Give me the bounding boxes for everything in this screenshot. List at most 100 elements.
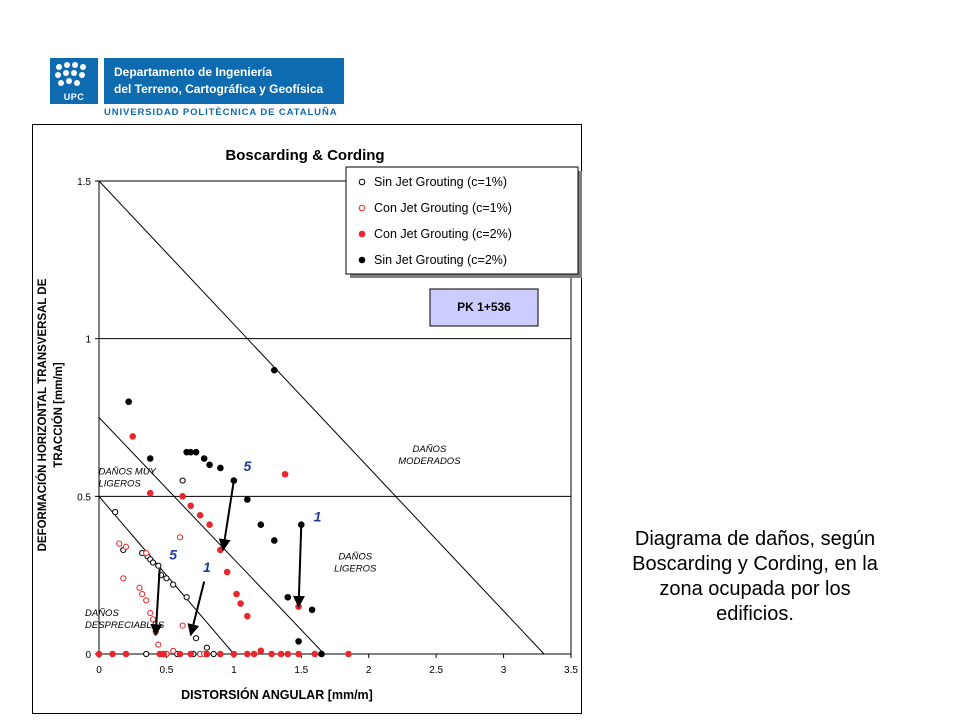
series-2-point-8 [233, 590, 240, 598]
series-2-point-24 [250, 650, 258, 658]
series-2-point-27 [277, 650, 285, 658]
gridlines [99, 338, 571, 497]
zone-label-1: DAÑOS MUY LIGEROS [98, 466, 156, 489]
series-1-point-0 [116, 540, 123, 547]
y-tick-label-2: 1 [85, 335, 91, 346]
zone-label-0: DAÑOS DESPRECIABLES [85, 608, 165, 631]
series-0-point-8 [163, 575, 170, 582]
series-0-point-14 [210, 650, 217, 658]
arrow-label-0: 5 [243, 458, 251, 474]
series-3-point-6 [206, 461, 213, 469]
legend-marker-0 [358, 178, 366, 186]
series-3-point-14 [308, 606, 316, 614]
zone-label-0-line-1: DESPRECIABLES [85, 620, 165, 631]
series-3-point-0 [125, 398, 132, 406]
x-tick-label-3: 1.5 [294, 665, 308, 676]
series-2-point-11 [281, 470, 289, 478]
arrow-label-1: 5 [169, 546, 177, 562]
x-tick-label-7: 3.5 [564, 665, 578, 676]
series-2-point-19 [187, 650, 195, 658]
pk-annotation-label: PK 1+536 [457, 300, 511, 314]
series-2-point-22 [230, 650, 238, 658]
x-tick-label-6: 3 [501, 665, 507, 676]
series-3-point-3 [187, 448, 195, 456]
pk-annotation-box [429, 288, 539, 327]
series-3-point-12 [284, 593, 292, 601]
series-2-point-28 [284, 650, 292, 658]
series-3-point-9 [244, 496, 251, 503]
series-2-point-17 [160, 650, 168, 658]
upc-logo-mark: UPC [50, 58, 98, 104]
series-2-point-1 [146, 489, 154, 497]
series-2-point-23 [244, 650, 251, 658]
x-tick-label-2: 1 [231, 665, 237, 676]
arrow-1 [150, 568, 163, 637]
y-tick-label-0: 0 [85, 650, 91, 661]
series-1-point-3 [176, 534, 184, 541]
series-2-point-31 [345, 650, 352, 658]
series-2-point-0 [129, 433, 137, 440]
series-2-point-6 [217, 546, 224, 554]
zone-label-1-line-1: LIGEROS [98, 478, 141, 489]
series-2-point-21 [217, 650, 224, 658]
department-line1: Departamento de Ingeniería [114, 65, 273, 79]
series-2-point-15 [122, 650, 130, 658]
figure-caption: Diagrama de daños, según Boscarding y Co… [632, 528, 878, 625]
legend-marker-2 [358, 230, 366, 238]
series-1-point-6 [139, 590, 146, 598]
series-2-point-25 [257, 647, 265, 655]
series-2-point-10 [244, 612, 251, 620]
department-line2: del Terreno, Cartográfica y Geofísica [114, 82, 324, 96]
boundary-line-0 [98, 496, 235, 655]
series-1-point-14 [170, 647, 177, 654]
arrow-label-3: 1 [314, 509, 322, 525]
series-3-point-16 [271, 366, 278, 374]
zone-label-2: DAÑOS LIGEROS [334, 551, 377, 574]
series-0-point-5 [149, 559, 157, 566]
series-3-point-17 [318, 650, 325, 658]
series-2-point-5 [206, 521, 213, 529]
series-3-point-5 [200, 455, 208, 462]
y-axis-label-line2: TRACCIÓN [mm/m] [52, 362, 65, 468]
department-logo: UPC Departamento de Ingeniería del Terre… [50, 58, 346, 122]
x-axis-ticks: 0 0.5 1 1.5 2 2.5 3 3.5 [96, 654, 578, 676]
boundary-line-1 [98, 417, 325, 655]
series-2-point-29 [295, 650, 302, 658]
x-tick-label-4: 2 [366, 665, 372, 676]
legend-label-0: Sin Jet Grouting (c=1%) [374, 175, 507, 189]
series-1-point-9 [149, 616, 157, 623]
series-3-point-15 [295, 638, 302, 645]
series-2-point-3 [187, 502, 195, 510]
zone-label-2-line-0: DAÑOS [338, 551, 372, 562]
series-2-point-26 [268, 650, 275, 658]
arrows: 5 5 1 1 [150, 458, 322, 637]
series-3-point-7 [217, 464, 224, 472]
legend-label-2: Con Jet Grouting (c=2%) [374, 227, 512, 241]
boundary-line-2 [98, 180, 545, 655]
x-axis-label: DISTORSIÓN ANGULAR [mm/m] [181, 687, 373, 702]
series-0-point-13 [203, 644, 210, 651]
y-axis-label-line1: DEFORMACIÓN HORIZONTAL TRANSVERSAL DE [36, 278, 49, 551]
series-2-point-30 [311, 650, 319, 658]
boscarding-cording-chart: Boscarding & Cording DAÑOS DESPRECIABLESD… [32, 124, 582, 714]
series-1-point-2 [143, 549, 150, 557]
series-2-point-4 [196, 511, 204, 519]
university-name: UNIVERSIDAD POLITÈCNICA DE CATALUÑA [104, 107, 338, 118]
series-0-point-15 [143, 650, 150, 658]
arrow-label-2: 1 [203, 559, 211, 575]
series-2-point-13 [95, 650, 103, 658]
legend-label-1: Con Jet Grouting (c=1%) [374, 201, 512, 215]
series-2-point-14 [109, 650, 116, 658]
series-2-point-18 [176, 650, 184, 658]
arrow-0 [218, 480, 235, 552]
series-2-point-2 [179, 493, 186, 500]
y-tick-label-3: 1.5 [77, 177, 91, 188]
zone-label-2-line-1: LIGEROS [334, 563, 377, 574]
legend-marker-3 [358, 256, 366, 264]
x-tick-label-0: 0 [96, 665, 102, 676]
x-tick-label-1: 0.5 [159, 665, 173, 676]
series-1-point-15 [179, 622, 186, 629]
series-3-point-1 [146, 455, 154, 462]
legend-box [345, 166, 579, 275]
